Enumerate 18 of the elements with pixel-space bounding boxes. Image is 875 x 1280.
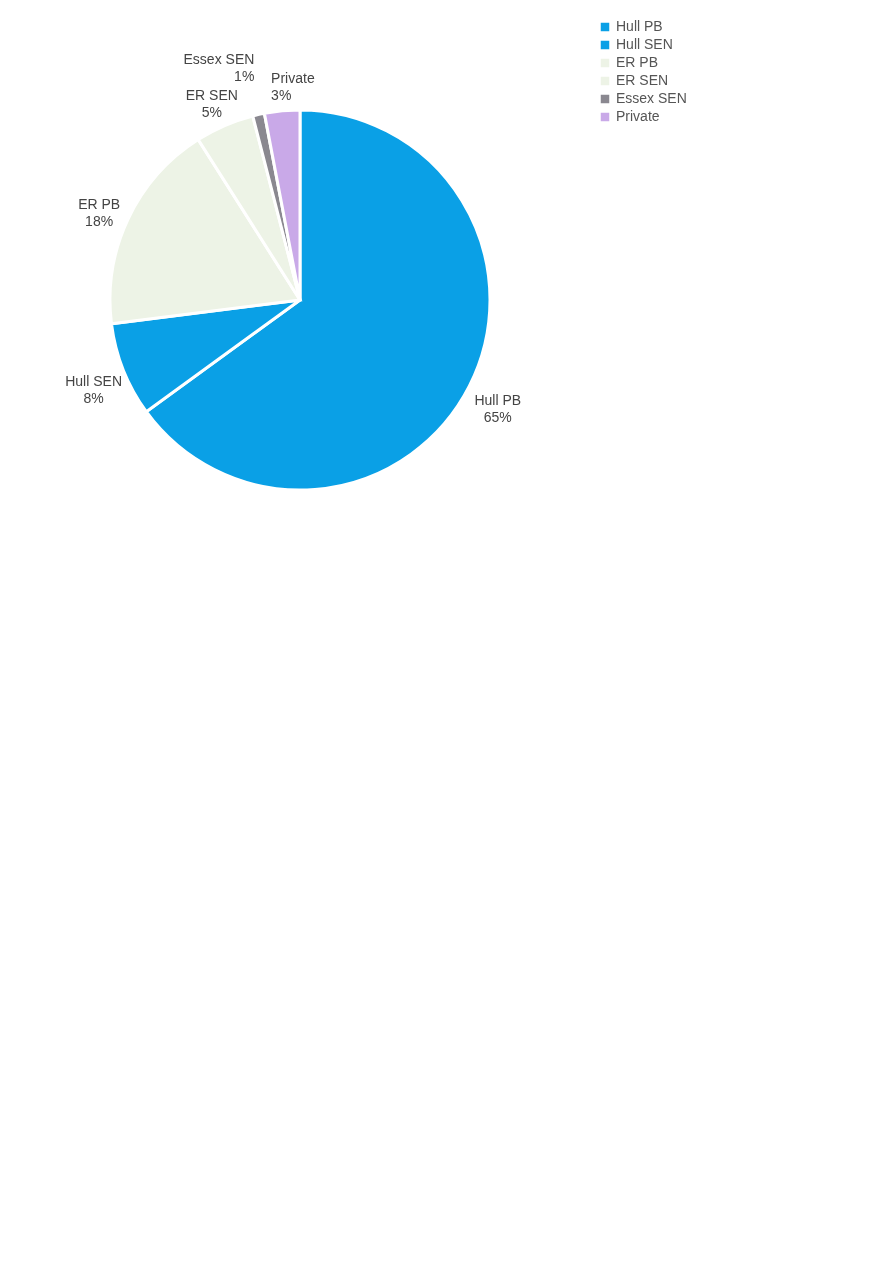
- data-label: 8%: [83, 389, 104, 406]
- data-label: 3%: [271, 86, 292, 103]
- data-label: 1%: [234, 67, 255, 84]
- slice-label: Essex SEN: [183, 50, 255, 67]
- slice-label: ER SEN: [185, 87, 238, 104]
- data-label: 65%: [483, 408, 512, 425]
- legend-label: ER SEN: [616, 72, 669, 88]
- legend-label: Essex SEN: [616, 90, 687, 106]
- slice-label: Hull SEN: [65, 372, 122, 389]
- legend-label: Hull SEN: [616, 36, 673, 52]
- data-label: 5%: [201, 104, 222, 121]
- slice-label: Private: [271, 69, 315, 86]
- legend-label: ER PB: [616, 54, 659, 70]
- legend-label: Hull PB: [616, 18, 663, 34]
- slice-label: ER PB: [78, 196, 121, 213]
- legend-label: Private: [616, 108, 660, 124]
- data-label: 18%: [85, 213, 114, 230]
- slice-label: Hull PB: [474, 391, 522, 408]
